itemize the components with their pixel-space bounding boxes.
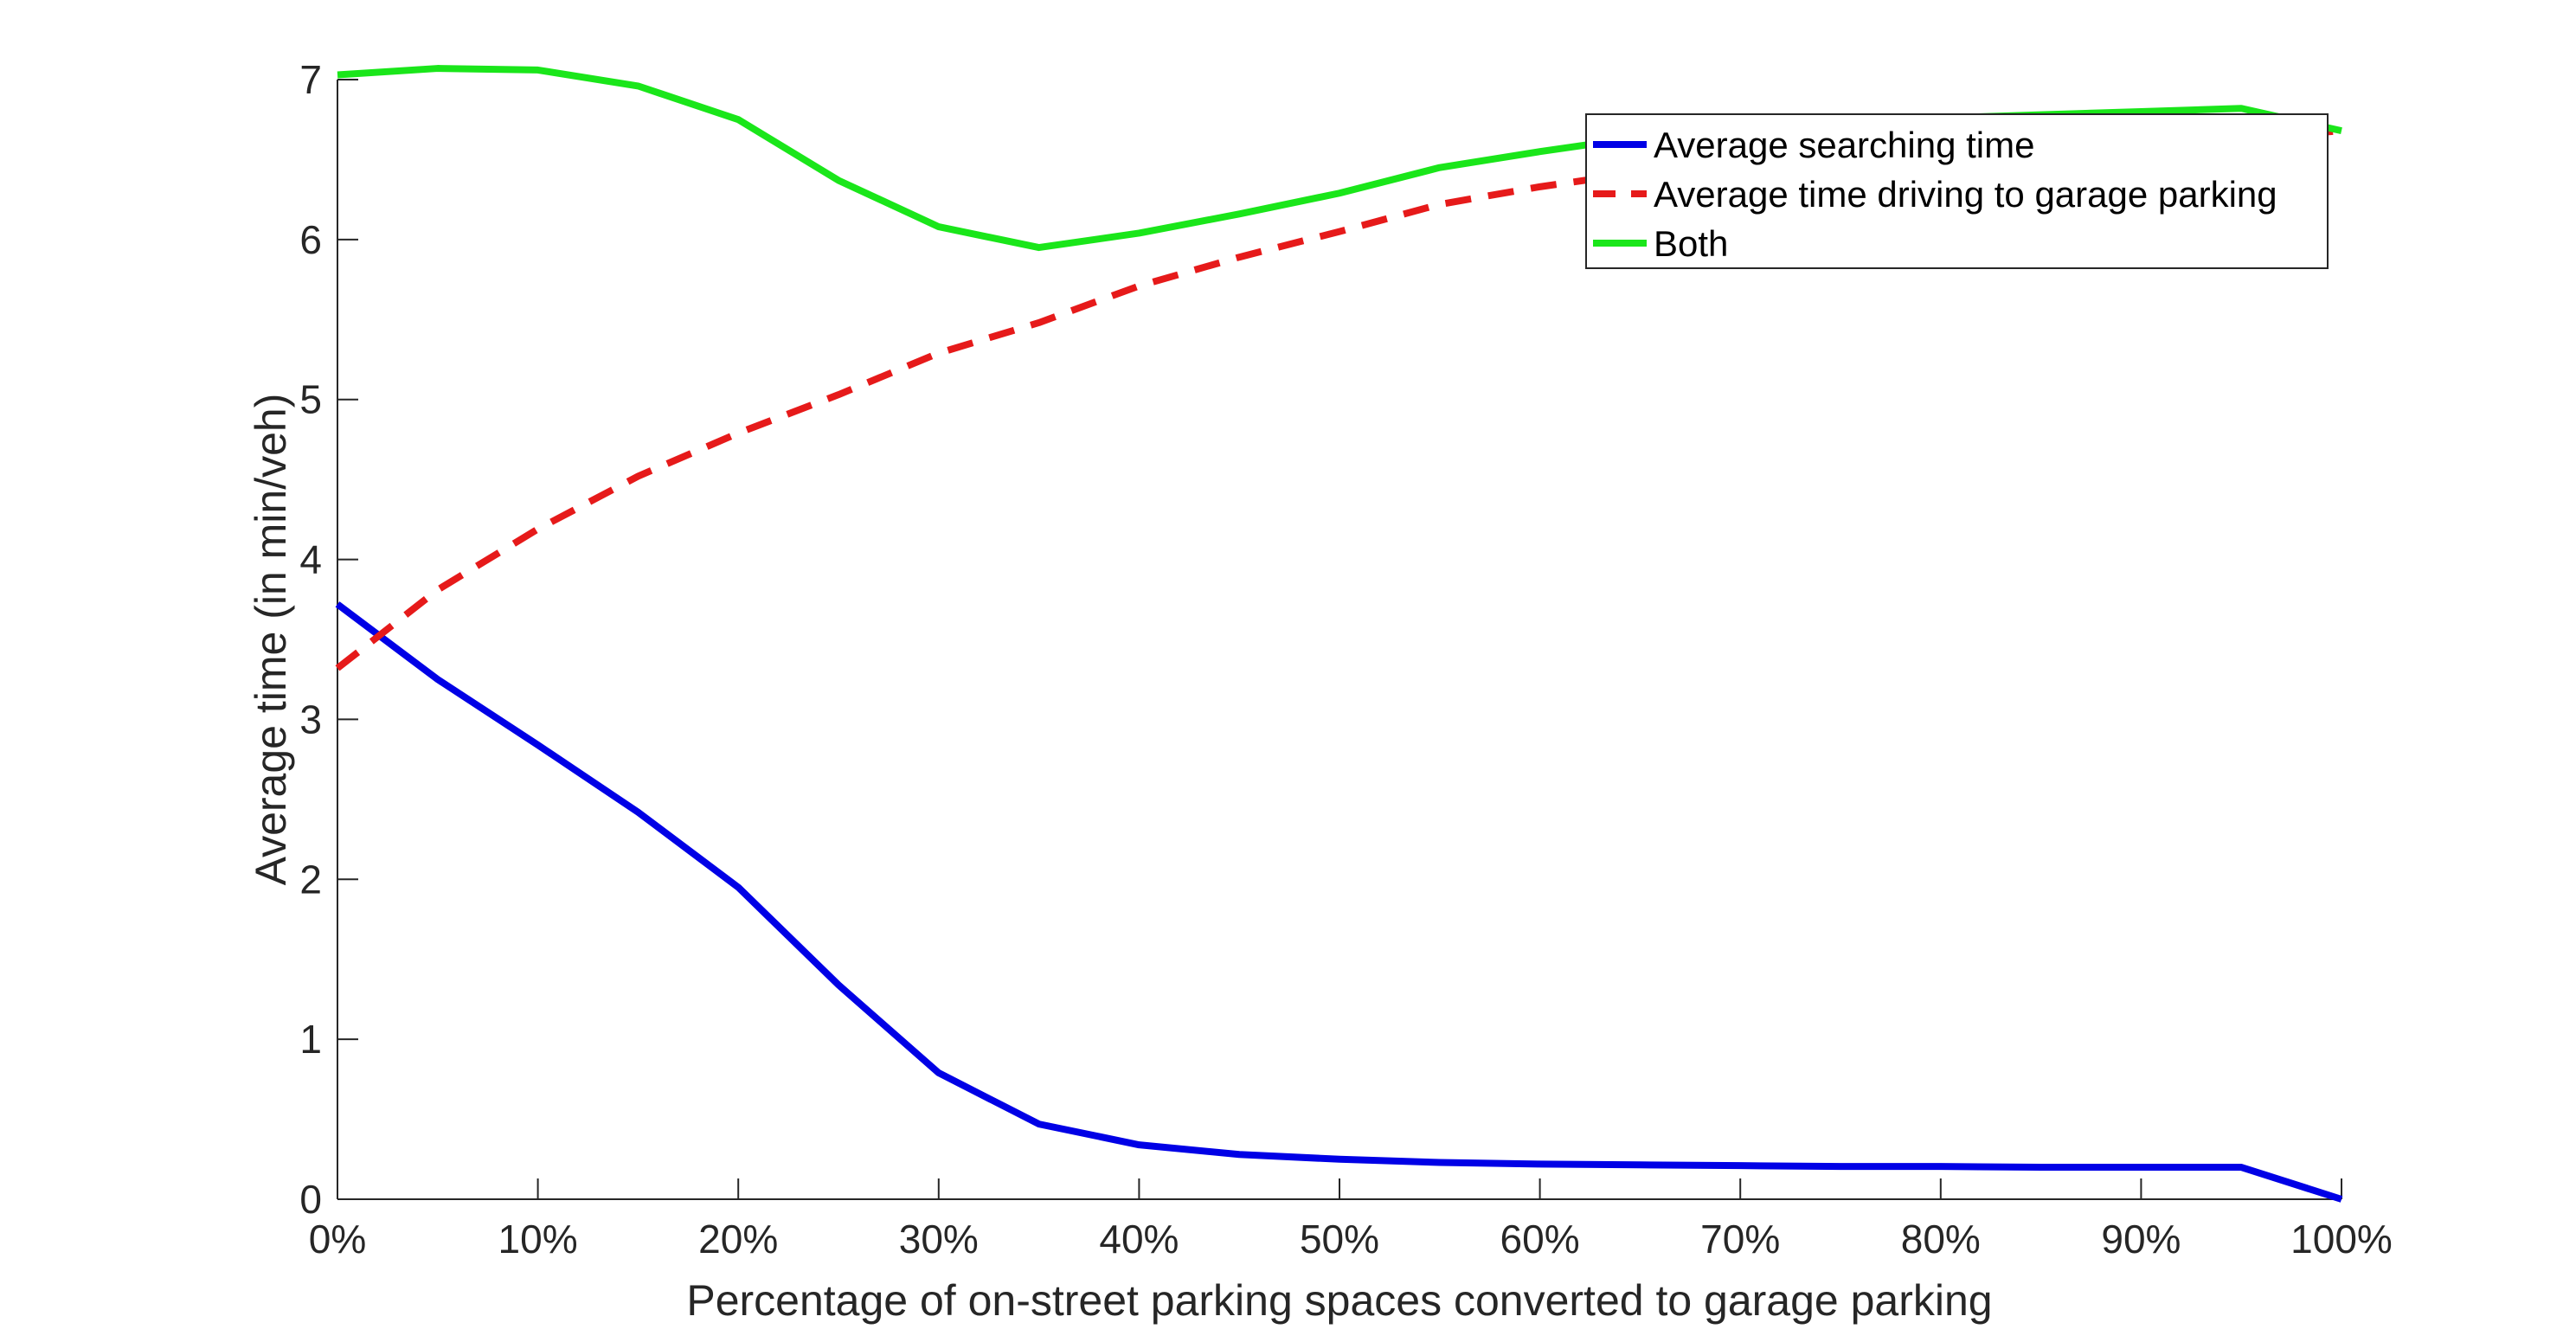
- series-line-1: [335, 601, 2343, 1203]
- y-tick-label: 6: [299, 217, 322, 262]
- y-tick-label: 4: [299, 537, 322, 582]
- x-axis-title: Percentage of on-street parking spaces c…: [686, 1276, 1992, 1325]
- x-tick-label: 60%: [1500, 1217, 1580, 1262]
- x-axis-ticks: 0% 10% 20% 30% 40% 50% 60% 70% 80% 90% 100%: [309, 1178, 2393, 1262]
- y-tick-label: 5: [299, 377, 322, 422]
- legend-label-2: Average time driving to garage parking: [1654, 174, 2277, 215]
- y-tick-label: 3: [299, 697, 322, 742]
- x-tick-label: 0%: [309, 1217, 366, 1262]
- x-tick-label: 40%: [1099, 1217, 1179, 1262]
- legend: Average searching time Average time drivi…: [1585, 113, 2329, 269]
- y-tick-label: 0: [299, 1177, 322, 1222]
- y-axis-title: Average time (in min/veh): [247, 394, 295, 886]
- y-tick-label: 7: [299, 57, 322, 102]
- y-tick-label: 2: [299, 857, 322, 902]
- x-tick-label: 50%: [1300, 1217, 1379, 1262]
- legend-label-1: Average searching time: [1654, 125, 2034, 165]
- y-axis-ticks: 0 1 2 3 4 5 6 7: [299, 57, 358, 1222]
- x-tick-label: 90%: [2101, 1217, 2181, 1262]
- legend-label-3: Both: [1654, 223, 1728, 264]
- x-tick-label: 100%: [2290, 1217, 2393, 1262]
- y-tick-label: 1: [299, 1017, 322, 1062]
- x-tick-label: 70%: [1700, 1217, 1780, 1262]
- legend-box: [1585, 113, 2329, 269]
- x-tick-label: 10%: [498, 1217, 578, 1262]
- x-tick-label: 80%: [1901, 1217, 1981, 1262]
- x-tick-label: 30%: [899, 1217, 979, 1262]
- x-tick-label: 20%: [698, 1217, 778, 1262]
